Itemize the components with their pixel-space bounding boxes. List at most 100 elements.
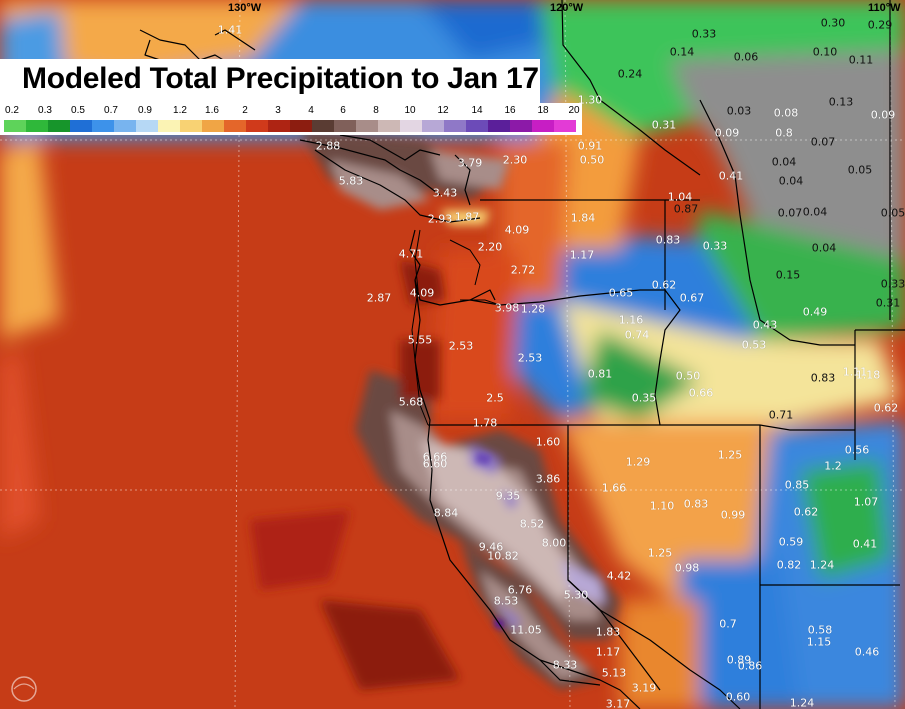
- precip-value-label: 0.10: [812, 45, 838, 59]
- precip-value-label: 0.46: [854, 645, 880, 659]
- precip-value-label: 0.53: [741, 338, 767, 352]
- legend-tick-label: 16: [504, 105, 516, 116]
- precip-value-label: 1.25: [647, 546, 673, 560]
- precip-value-label: 0.7: [719, 617, 737, 631]
- legend-swatch: [246, 120, 268, 132]
- precip-value-label: 2.20: [477, 240, 503, 254]
- legend-swatch: [180, 120, 202, 132]
- legend-swatch: [136, 120, 158, 132]
- precip-value-label: 1.29: [625, 455, 651, 469]
- precip-value-label: 1.15: [806, 635, 832, 649]
- precip-value-label: 0.67: [679, 291, 705, 305]
- legend-tick-label: 14: [471, 105, 483, 116]
- precip-value-label: 0.62: [873, 401, 899, 415]
- precip-value-label: 0.65: [608, 286, 634, 300]
- precip-value-label: 11.05: [510, 623, 542, 637]
- title-panel: [0, 59, 540, 103]
- precip-value-label: 0.08: [773, 106, 799, 120]
- precip-value-label: 1.60: [535, 435, 561, 449]
- precip-value-label: 6.76: [507, 583, 533, 597]
- precip-value-label: 0.29: [867, 18, 893, 32]
- precip-value-label: 0.33: [702, 239, 728, 253]
- precip-value-label: 0.86: [737, 659, 763, 673]
- precip-value-label: 0.81: [587, 367, 613, 381]
- precip-value-label: 0.14: [669, 45, 695, 59]
- precip-value-label: 0.66: [688, 386, 714, 400]
- precip-value-label: 1.04: [667, 190, 693, 204]
- precip-value-label: 0.31: [875, 296, 901, 310]
- precip-value-label: 0.85: [784, 478, 810, 492]
- precip-value-label: 1.17: [595, 645, 621, 659]
- precip-value-label: 2.87: [366, 291, 392, 305]
- precip-value-label: 0.04: [811, 241, 837, 255]
- precip-value-label: 3.79: [457, 156, 483, 170]
- legend-tick-label: 18: [537, 105, 549, 116]
- precip-value-label: 2.30: [502, 153, 528, 167]
- precip-value-label: 0.15: [775, 268, 801, 282]
- precip-value-label: 0.05: [847, 163, 873, 177]
- precip-value-label: 4.09: [409, 286, 435, 300]
- legend-swatch: [400, 120, 422, 132]
- precip-value-label: 0.59: [778, 535, 804, 549]
- precip-value-label: 0.07: [777, 206, 803, 220]
- precip-value-label: 0.60: [725, 690, 751, 704]
- precip-value-label: 1.17: [569, 248, 595, 262]
- legend-tick-label: 0.3: [38, 105, 52, 116]
- precip-value-label: 0.49: [802, 305, 828, 319]
- precip-value-label: 0.83: [655, 233, 681, 247]
- precip-value-label: 3.86: [535, 472, 561, 486]
- precip-value-label: 1.11: [842, 365, 868, 379]
- precip-value-label: 2.88: [315, 139, 341, 153]
- precip-value-label: 0.43: [752, 318, 778, 332]
- legend-swatch: [158, 120, 180, 132]
- precip-value-label: 0.04: [771, 155, 797, 169]
- precip-value-label: 0.74: [624, 328, 650, 342]
- precip-value-label: 0.35: [631, 391, 657, 405]
- legend-swatch: [224, 120, 246, 132]
- precip-value-label: 0.11: [848, 53, 874, 67]
- watermark-logo-icon: [11, 676, 37, 702]
- precip-value-label: 3.98: [494, 301, 520, 315]
- legend-swatch: [554, 120, 576, 132]
- legend-tick-label: 3: [275, 105, 281, 116]
- precip-value-label: 0.04: [778, 174, 804, 188]
- precip-value-label: 0.83: [683, 497, 709, 511]
- precip-value-label: 0.89: [726, 653, 752, 667]
- precip-value-label: 0.82: [776, 558, 802, 572]
- precip-value-label: 10.82: [487, 549, 519, 563]
- precip-value-label: 8.33: [552, 658, 578, 672]
- precip-value-label: 0.31: [651, 118, 677, 132]
- legend-tick-label: 2: [242, 105, 248, 116]
- legend-swatch: [488, 120, 510, 132]
- legend-tick-label: 1.2: [173, 105, 187, 116]
- legend-swatch: [290, 120, 312, 132]
- precip-value-label: 0.50: [579, 153, 605, 167]
- legend-tick-label: 0.9: [138, 105, 152, 116]
- legend-tick-label: 1.6: [205, 105, 219, 116]
- precip-value-label: 8.53: [493, 594, 519, 608]
- legend-tick-label: 0.7: [104, 105, 118, 116]
- precip-value-label: 5.55: [407, 333, 433, 347]
- precip-value-label: 4.71: [398, 247, 424, 261]
- legend-swatch: [48, 120, 70, 132]
- precip-value-label: 1.07: [853, 495, 879, 509]
- precip-value-label: 0.33: [691, 27, 717, 41]
- precip-value-label: 5.13: [601, 666, 627, 680]
- precip-value-label: 3.43: [432, 186, 458, 200]
- legend-swatch: [4, 120, 26, 132]
- legend-swatch: [356, 120, 378, 132]
- precip-value-label: 3.17: [605, 697, 631, 709]
- precip-value-label: 0.50: [675, 369, 701, 383]
- longitude-label-130w: 130°W: [228, 2, 262, 14]
- legend-color-scale: [4, 120, 576, 132]
- precip-value-label: 1.83: [595, 625, 621, 639]
- precip-value-label: 1.66: [601, 481, 627, 495]
- legend-tick-label: 4: [308, 105, 314, 116]
- precip-value-label: 0.41: [852, 537, 878, 551]
- precip-value-label: 0.62: [793, 505, 819, 519]
- legend-tick-label: 12: [437, 105, 449, 116]
- longitude-label-110w: 110°W: [868, 2, 901, 14]
- legend-swatch: [312, 120, 334, 132]
